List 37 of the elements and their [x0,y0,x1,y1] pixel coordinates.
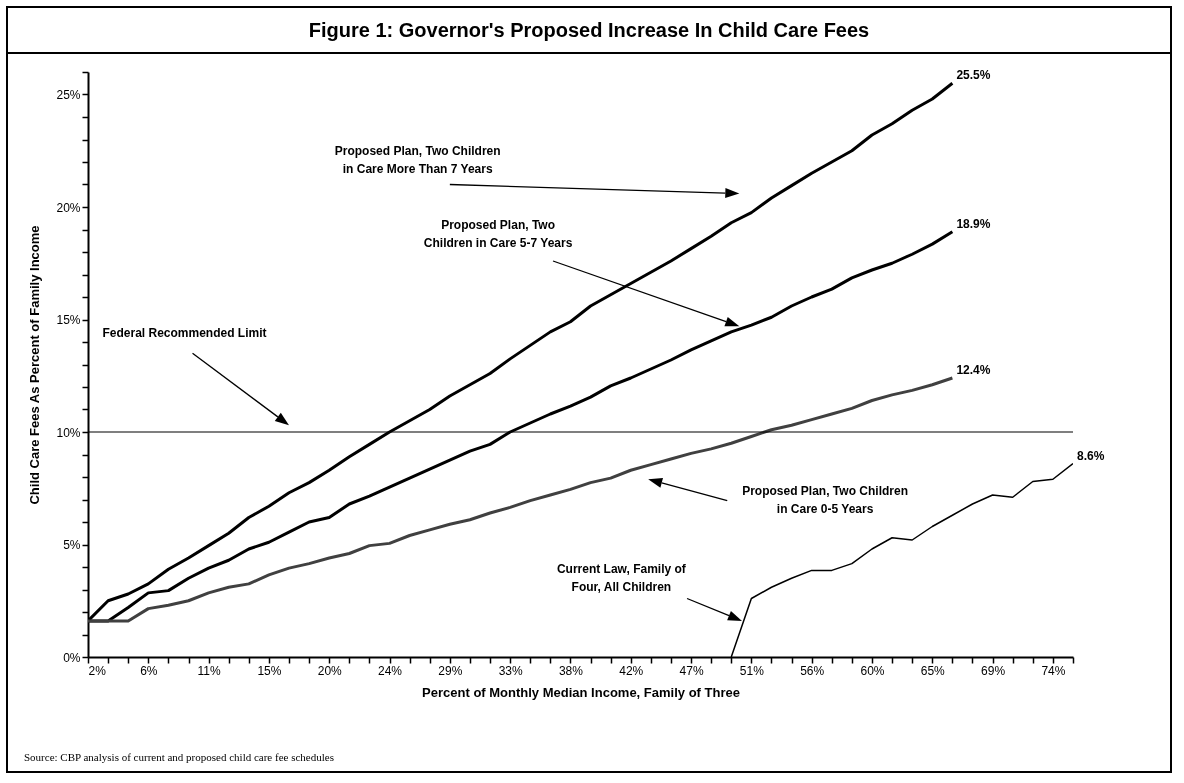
x-tick-label: 65% [920,663,946,678]
x-tick-label: 56% [800,663,825,678]
x-tick-label: 42% [619,663,644,678]
chart-title: Figure 1: Governor's Proposed Increase In Child Care Fees [8,8,1170,54]
source-note: Source: CBP analysis of current and proposed child care fee schedules [24,751,334,763]
annotation: Proposed Plan, Two Children in Care More Than 7 Years [334,143,501,176]
x-tick-label: 51% [739,663,765,678]
x-tick-label: 15% [257,663,282,678]
y-tick-label: 20% [56,200,81,215]
x-tick-label: 29% [438,663,463,678]
y-tick-label: 5% [63,538,81,552]
x-tick-label: 6% [140,663,158,678]
data-label: 25.5% [956,68,991,83]
x-tick-label: 69% [981,663,1006,678]
data-label: 8.6% [1077,448,1105,463]
x-tick-label: 38% [558,663,584,678]
data-label: 18.9% [956,216,991,231]
x-tick-label: 11% [197,663,221,678]
annotation: Proposed Plan, Two Children in Care 0-5 Years [742,483,908,516]
y-tick-label: 0% [63,650,81,665]
x-tick-label: 60% [860,663,885,678]
annotation: Current Law, Family of Four, All Children [556,562,687,595]
x-tick-label: 74% [1041,663,1066,678]
y-tick-label: 15% [56,313,81,327]
line-series [88,376,954,623]
x-tick-label: 47% [679,663,704,678]
y-axis-title: Child Care Fees As Percent of Family Income [27,225,43,505]
data-label: 12.4% [956,363,991,377]
y-tick-label: 25% [56,88,81,102]
annotation: Proposed Plan, Two Children in Care 5-7 Years [423,218,573,250]
x-axis-title: Percent of Monthly Median Income, Family of Three [422,684,740,700]
ref-line-label: Federal Recommended Limit [102,326,267,340]
x-tick-label: 2% [88,663,107,678]
y-tick-label: 10% [56,425,81,440]
x-tick-label: 24% [378,663,403,678]
x-tick-label: 33% [498,663,523,678]
x-tick-label: 20% [317,663,343,678]
